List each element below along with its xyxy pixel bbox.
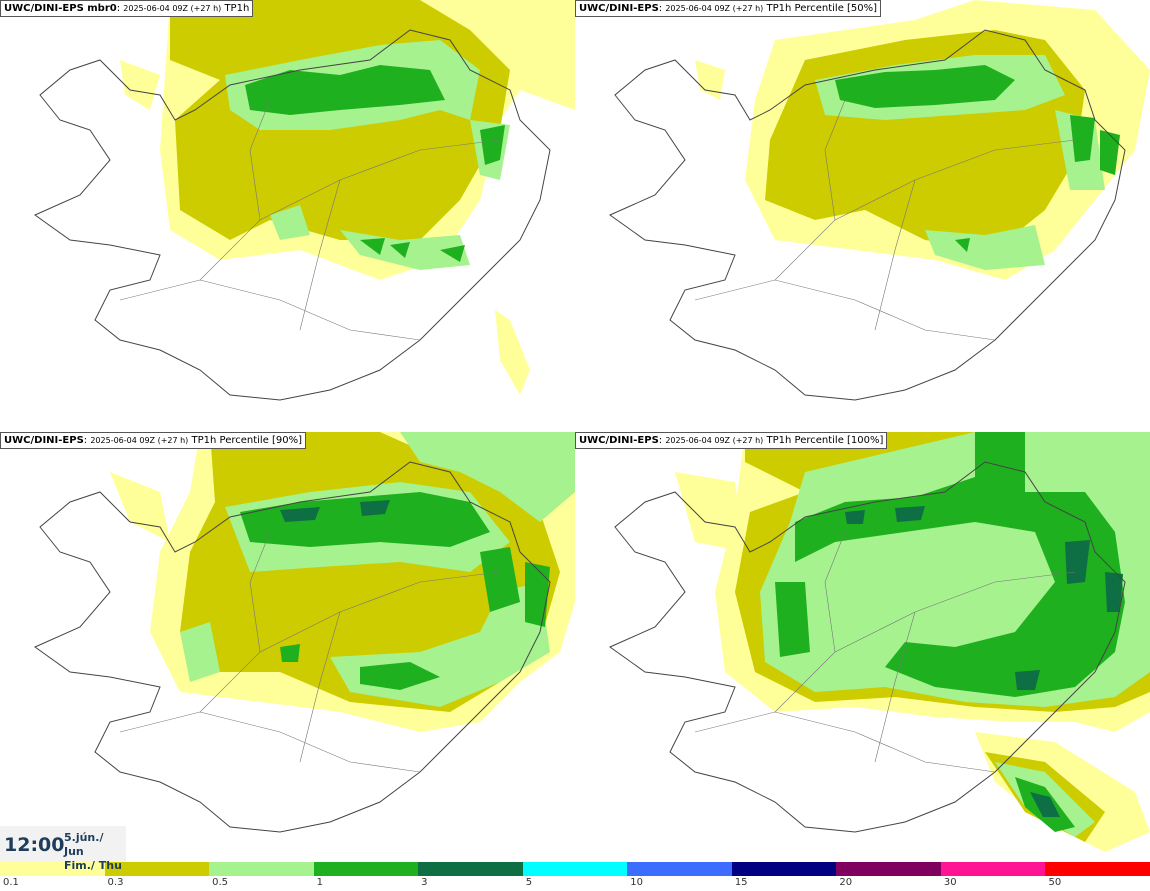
legend-swatch (209, 862, 314, 876)
legend-swatch (0, 862, 105, 876)
valid-time-box: 12:00 5.jún./ Jun Fim./ Thu (0, 826, 126, 872)
legend-swatch (104, 862, 210, 876)
legend-swatch (836, 862, 941, 876)
precip-green-layer (240, 492, 550, 690)
map-panel-p50: UWC/DINI-EPS: 2025-06-04 09Z (+27 h) TP1… (575, 0, 1150, 430)
panel-title: UWC/DINI-EPS: 2025-06-04 09Z (+27 h) TP1… (575, 0, 882, 17)
legend-swatch (313, 862, 419, 876)
coastline (33, 461, 551, 833)
roads (119, 531, 501, 773)
legend-swatch (627, 862, 732, 876)
legend-tick-label: 0.1 (3, 877, 19, 888)
legend-swatch (731, 862, 837, 876)
legend-tick-label: 1 (316, 877, 323, 888)
roads (119, 99, 501, 341)
roads (694, 99, 1076, 341)
map-panel-mbr0: UWC/DINI-EPS mbr0: 2025-06-04 09Z (+27 h… (0, 0, 575, 430)
legend-swatch (940, 862, 1046, 876)
legend-tick-label: 20 (839, 877, 853, 888)
panel-title: UWC/DINI-EPS: 2025-06-04 09Z (+27 h) TP1… (0, 432, 307, 449)
legend-tick-label: 15 (734, 877, 748, 888)
valid-time: 12:00 (4, 834, 65, 856)
legend-swatch (1045, 862, 1150, 876)
color-legend: 0.1 0.3 0.5 1 3 5 10 15 20 30 50 (0, 862, 1150, 891)
map-panel-p90: UWC/DINI-EPS: 2025-06-04 09Z (+27 h) TP1… (0, 432, 575, 862)
precip-darkgreen-layer (845, 506, 1123, 817)
legend-color-bar (0, 862, 1150, 876)
legend-tick-label: 0.5 (212, 877, 228, 888)
precip-green-layer (835, 65, 1120, 252)
roads (694, 531, 1076, 773)
coastline (608, 461, 1126, 833)
legend-tick-label: 3 (421, 877, 428, 888)
valid-date: 5.jún./ Jun Fim./ Thu (64, 831, 126, 873)
precip-darkgreen-layer (280, 500, 390, 522)
coastline (608, 29, 1126, 401)
valid-date-line1: 5.jún./ Jun (64, 831, 104, 858)
legend-tick-label: 0.3 (107, 877, 124, 888)
legend-swatch (522, 862, 628, 876)
legend-tick-label: 50 (1048, 877, 1062, 888)
map-panel-p100: UWC/DINI-EPS: 2025-06-04 09Z (+27 h) TP1… (575, 432, 1150, 862)
valid-date-line2: Fim./ Thu (64, 859, 122, 872)
map-svg (608, 0, 1150, 401)
legend-tick-label: 30 (943, 877, 957, 888)
legend-tick-label: 5 (525, 877, 533, 888)
map-svg (608, 432, 1150, 852)
coastline (33, 29, 551, 401)
legend-swatch (418, 862, 523, 876)
map-svg (33, 0, 575, 401)
panel-title: UWC/DINI-EPS mbr0: 2025-06-04 09Z (+27 h… (0, 0, 254, 17)
precip-green-layer (245, 65, 505, 262)
map-svg (33, 432, 575, 833)
panel-title: UWC/DINI-EPS: 2025-06-04 09Z (+27 h) TP1… (575, 432, 888, 449)
legend-tick-label: 10 (630, 877, 643, 888)
